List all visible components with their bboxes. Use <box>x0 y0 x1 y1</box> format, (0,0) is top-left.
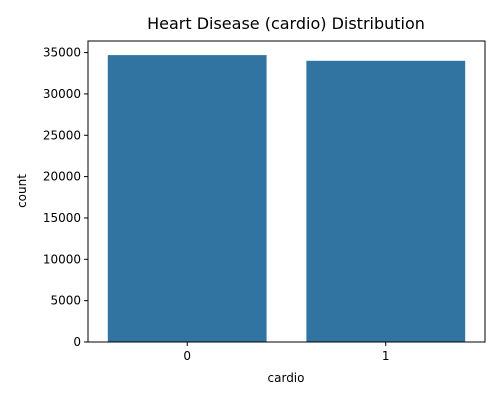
x-tick-label-1: 1 <box>382 349 390 363</box>
y-axis: 0 5000 10000 15000 20000 25000 30000 35000 <box>43 46 88 349</box>
y-tick-label-20000: 20000 <box>43 170 81 184</box>
plot-frame <box>87 40 486 343</box>
x-axis-label: cardio <box>268 371 305 385</box>
bar-0 <box>107 55 267 342</box>
bars-group <box>107 55 466 343</box>
y-tick-label-25000: 25000 <box>43 128 81 142</box>
y-tick-label-15000: 15000 <box>43 211 81 225</box>
y-tick-label-30000: 30000 <box>43 87 81 101</box>
chart-title: Heart Disease (cardio) Distribution <box>147 14 425 33</box>
bar-1 <box>306 60 466 343</box>
y-tick-label-35000: 35000 <box>43 46 81 60</box>
y-axis-label: count <box>15 174 29 208</box>
y-tick-label-0: 0 <box>73 335 81 349</box>
y-tick-label-10000: 10000 <box>43 252 81 266</box>
y-tick-label-5000: 5000 <box>50 294 81 308</box>
x-tick-label-0: 0 <box>183 349 191 363</box>
